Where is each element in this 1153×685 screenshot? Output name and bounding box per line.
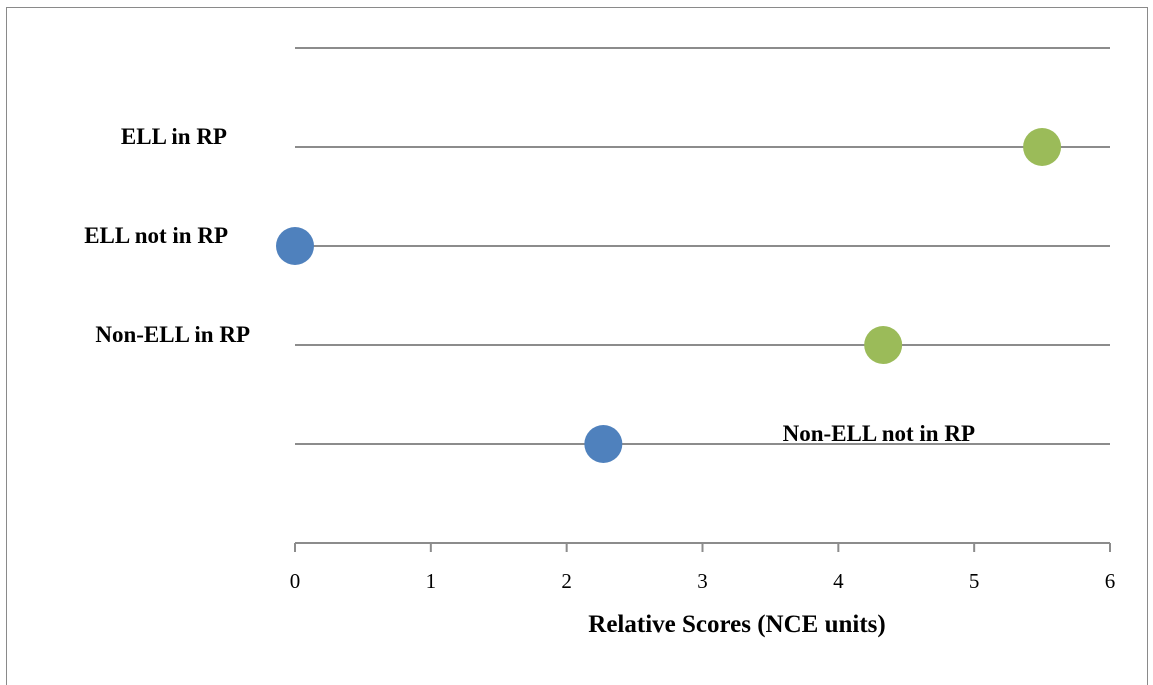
x-axis: 0 1 2 3 4 5 6 — [290, 542, 1116, 593]
data-point — [1023, 128, 1062, 166]
data-point — [276, 227, 314, 265]
x-tick-label: 2 — [561, 569, 572, 593]
x-tick-label: 3 — [697, 569, 708, 593]
category-label: ELL not in RP — [84, 223, 228, 248]
category-labels: ELL in RP ELL not in RP Non-ELL in RP Non-E… — [84, 124, 975, 446]
x-tick-label: 1 — [426, 569, 437, 593]
data-point — [864, 326, 903, 364]
gridlines — [295, 47, 1110, 445]
data-point — [584, 425, 623, 463]
x-axis-title: Relative Scores (NCE units) — [588, 611, 885, 638]
category-label: Non-ELL in RP — [95, 322, 250, 347]
x-tick-label: 0 — [290, 569, 301, 593]
chart-frame — [6, 7, 1148, 685]
x-tick-label: 6 — [1105, 569, 1116, 593]
x-tick-label: 4 — [833, 569, 844, 593]
category-label: Non-ELL not in RP — [783, 421, 975, 446]
data-points — [276, 128, 1062, 463]
category-label: ELL in RP — [121, 124, 227, 149]
x-tick-label: 5 — [969, 569, 980, 593]
